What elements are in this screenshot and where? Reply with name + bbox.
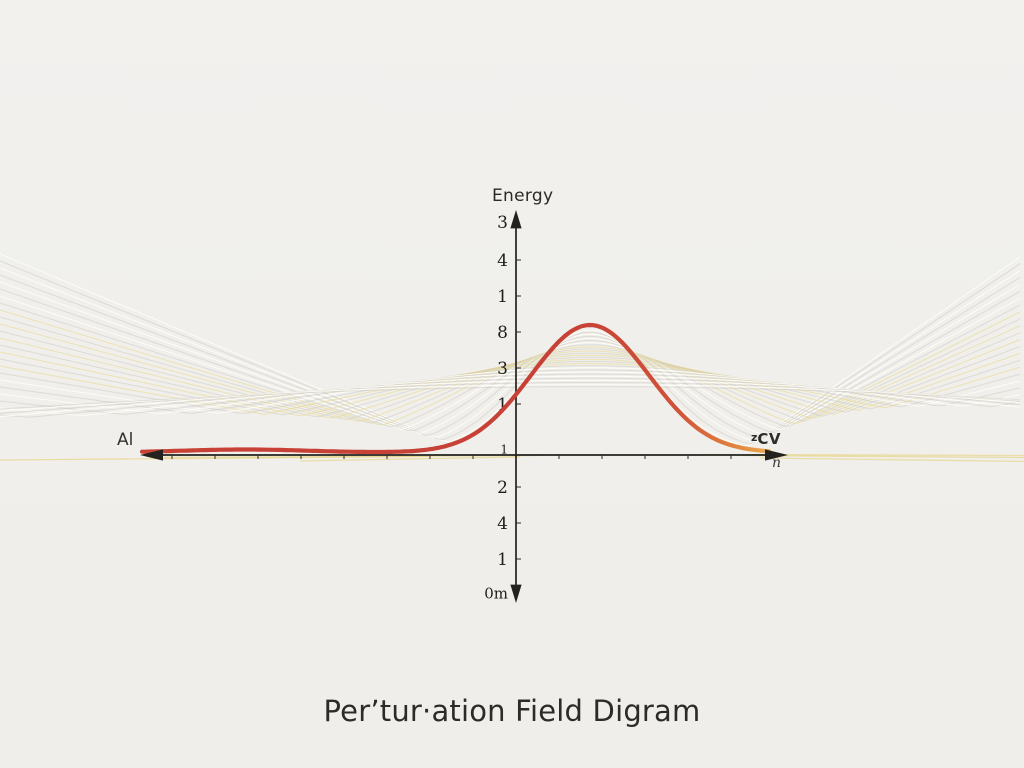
fan-strand (0, 382, 1021, 414)
y-tick-label: 3 (497, 359, 508, 379)
perturbation-curve (139, 322, 772, 455)
y-tick-label: 1 (497, 550, 508, 570)
fan-strand (0, 253, 1021, 447)
fan-strand (0, 379, 1021, 417)
y-tick-label: 1 (497, 287, 508, 307)
fan-strand (0, 363, 1021, 415)
fan-strand (0, 358, 1021, 416)
fan-strand (0, 369, 1021, 414)
y-tick-label: 1 (497, 395, 508, 415)
y-tick-label: 4 (497, 251, 508, 271)
fan-strand (0, 351, 1021, 417)
x-axis-left-arrowhead (140, 449, 163, 461)
fan-strand (0, 274, 1021, 439)
y-tick-label: 4 (497, 514, 508, 534)
x-axis-right-arrowhead (765, 449, 788, 461)
fan-strand (0, 281, 1021, 436)
x-axis-right-label: zCV (751, 429, 781, 448)
y-axis-bottom-arrowhead (510, 584, 522, 603)
fan-strand (0, 344, 1021, 418)
axis-hug-line (744, 454, 1024, 459)
y-tick-label: 2 (497, 478, 508, 498)
y-axis-top-arrowhead (510, 210, 522, 229)
chart-caption: Perʼtur·ation Field Digram (323, 694, 701, 728)
y-axis-title: Energy (492, 186, 554, 206)
y-tick-label: 8 (497, 323, 508, 343)
fan-strand (0, 267, 1021, 443)
y-tick-label: 0m (484, 584, 508, 602)
y-tick-label: 1 (500, 442, 508, 456)
x-axis-left-label: Al (117, 430, 134, 450)
y-tick-label: 3 (497, 213, 508, 233)
axis-hug-line (759, 457, 1024, 463)
x-axis-variable-label: n (772, 455, 782, 471)
x-axis-right-label-prefix: z (751, 431, 758, 444)
fan-strand (0, 386, 1021, 410)
axis-hug-line (299, 456, 521, 462)
x-axis-right-label-main: CV (757, 430, 782, 448)
fan-strand (0, 260, 1021, 445)
